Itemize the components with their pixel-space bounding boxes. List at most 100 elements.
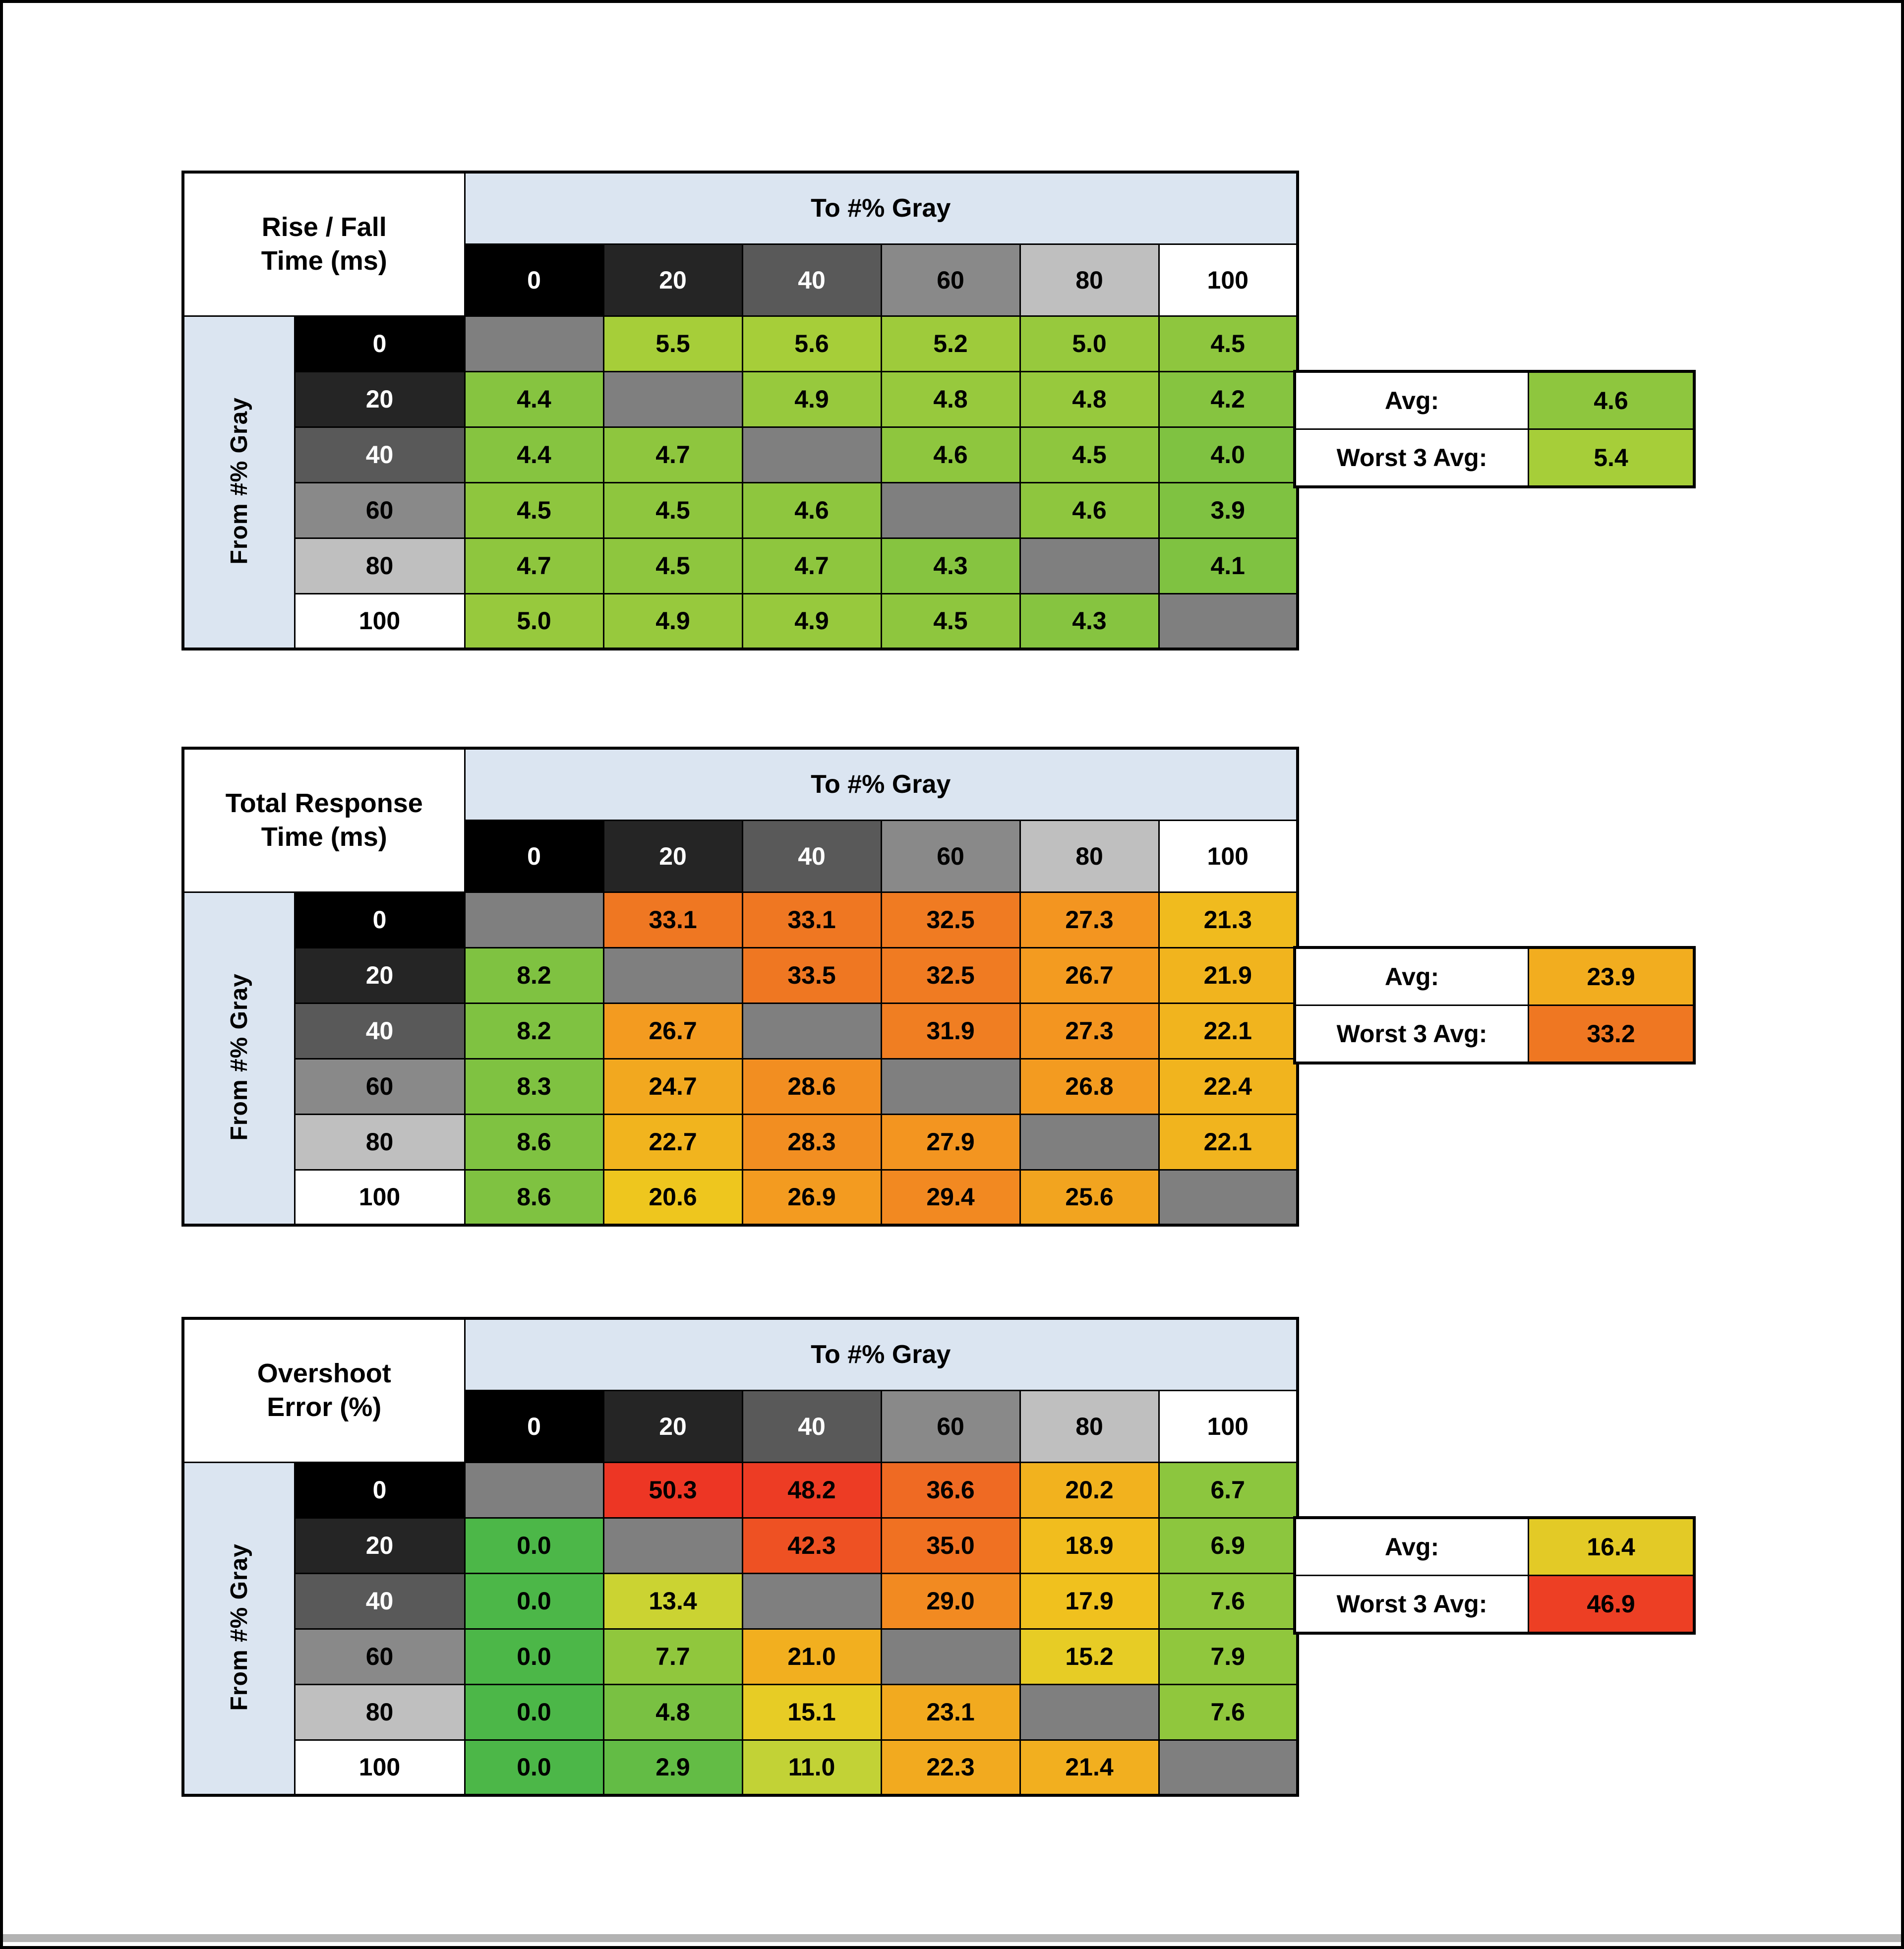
data-cell: 22.1 bbox=[1158, 1113, 1299, 1171]
row-header-swatch: 60 bbox=[294, 481, 466, 539]
worst3avg-value: 46.9 bbox=[1529, 1576, 1693, 1632]
data-cell: 0.0 bbox=[464, 1739, 604, 1796]
data-cell: 22.3 bbox=[880, 1739, 1021, 1796]
data-cell: 33.1 bbox=[602, 891, 743, 948]
data-cell: 21.3 bbox=[1158, 891, 1299, 948]
data-cell: 15.2 bbox=[1019, 1628, 1160, 1685]
row-header-swatch: 60 bbox=[294, 1628, 466, 1685]
data-cell: 26.8 bbox=[1019, 1058, 1160, 1115]
worst3avg-row: Worst 3 Avg: 33.2 bbox=[1296, 1004, 1693, 1062]
data-cell: 18.9 bbox=[1019, 1517, 1160, 1574]
column-header-swatch: 40 bbox=[741, 819, 882, 893]
data-cell: 36.6 bbox=[880, 1461, 1021, 1519]
data-cell: 4.8 bbox=[602, 1683, 743, 1741]
column-header-swatch: 20 bbox=[602, 1389, 743, 1463]
data-cell: 32.5 bbox=[880, 946, 1021, 1004]
diagonal-cell bbox=[1019, 1113, 1160, 1171]
data-cell: 4.5 bbox=[1158, 315, 1299, 372]
row-header-swatch: 20 bbox=[294, 1517, 466, 1574]
data-cell: 33.1 bbox=[741, 891, 882, 948]
worst3avg-value: 33.2 bbox=[1529, 1006, 1693, 1062]
diagonal-cell bbox=[880, 1058, 1021, 1115]
data-cell: 22.4 bbox=[1158, 1058, 1299, 1115]
data-cell: 7.6 bbox=[1158, 1572, 1299, 1630]
data-cell: 33.5 bbox=[741, 946, 882, 1004]
total-response-time-block: Total Response Time (ms) To #% Gray 0 20 40 60… bbox=[181, 747, 1696, 1227]
data-cell: 27.9 bbox=[880, 1113, 1021, 1171]
data-cell: 4.1 bbox=[1158, 537, 1299, 594]
data-cell: 27.3 bbox=[1019, 891, 1160, 948]
data-cell: 4.5 bbox=[602, 537, 743, 594]
data-cell: 2.9 bbox=[602, 1739, 743, 1796]
diagonal-cell bbox=[602, 370, 743, 428]
data-cell: 31.9 bbox=[880, 1002, 1021, 1060]
overshoot-error-table: Overshoot Error (%) To #% Gray 0 20 40 60 80 100… bbox=[181, 1317, 1299, 1797]
data-cell: 6.7 bbox=[1158, 1461, 1299, 1519]
diagonal-cell bbox=[602, 946, 743, 1004]
diagonal-cell bbox=[464, 1461, 604, 1519]
data-cell: 48.2 bbox=[741, 1461, 882, 1519]
data-cell: 8.6 bbox=[464, 1169, 604, 1226]
worst3avg-row: Worst 3 Avg: 5.4 bbox=[1296, 428, 1693, 485]
data-cell: 22.1 bbox=[1158, 1002, 1299, 1060]
data-cell: 26.9 bbox=[741, 1169, 882, 1226]
data-cell: 8.2 bbox=[464, 946, 604, 1004]
column-header-swatch: 0 bbox=[464, 819, 604, 893]
column-header-swatch: 20 bbox=[602, 243, 743, 317]
diagonal-cell bbox=[1158, 1739, 1299, 1796]
overshoot-error-table-title: Overshoot Error (%) bbox=[182, 1317, 466, 1463]
data-cell: 4.2 bbox=[1158, 370, 1299, 428]
avg-label: Avg: bbox=[1296, 1519, 1529, 1575]
avg-row: Avg: 23.9 bbox=[1296, 949, 1693, 1004]
diagonal-cell bbox=[464, 315, 604, 372]
data-cell: 5.0 bbox=[464, 592, 604, 650]
data-cell: 4.5 bbox=[880, 592, 1021, 650]
data-cell: 21.0 bbox=[741, 1628, 882, 1685]
data-cell: 5.2 bbox=[880, 315, 1021, 372]
column-header-swatch: 20 bbox=[602, 819, 743, 893]
column-header-swatch: 100 bbox=[1158, 819, 1299, 893]
from-gray-label: From #% Gray bbox=[182, 315, 296, 650]
column-header-swatch: 80 bbox=[1019, 819, 1160, 893]
row-header-swatch: 0 bbox=[294, 1461, 466, 1519]
data-cell: 26.7 bbox=[602, 1002, 743, 1060]
diagonal-cell bbox=[602, 1517, 743, 1574]
column-header-swatch: 60 bbox=[880, 819, 1021, 893]
data-cell: 4.6 bbox=[880, 426, 1021, 483]
row-header-swatch: 40 bbox=[294, 426, 466, 483]
to-gray-header: To #% Gray bbox=[464, 1317, 1299, 1391]
row-header-swatch: 20 bbox=[294, 946, 466, 1004]
data-cell: 50.3 bbox=[602, 1461, 743, 1519]
data-cell: 8.6 bbox=[464, 1113, 604, 1171]
data-cell: 28.3 bbox=[741, 1113, 882, 1171]
data-cell: 17.9 bbox=[1019, 1572, 1160, 1630]
data-cell: 7.6 bbox=[1158, 1683, 1299, 1741]
row-header-swatch: 80 bbox=[294, 1683, 466, 1741]
rise-fall-time-block: Rise / Fall Time (ms) To #% Gray 0 20 40 60 80 1… bbox=[181, 171, 1696, 650]
bottom-scroll-strip bbox=[3, 1934, 1901, 1942]
data-cell: 4.9 bbox=[741, 592, 882, 650]
worst3avg-label: Worst 3 Avg: bbox=[1296, 1006, 1529, 1062]
diagonal-cell bbox=[880, 481, 1021, 539]
to-gray-header: To #% Gray bbox=[464, 171, 1299, 245]
data-cell: 4.9 bbox=[741, 370, 882, 428]
rise-fall-time-table-title: Rise / Fall Time (ms) bbox=[182, 171, 466, 317]
data-cell: 15.1 bbox=[741, 1683, 882, 1741]
to-gray-header: To #% Gray bbox=[464, 747, 1299, 821]
worst3avg-label: Worst 3 Avg: bbox=[1296, 430, 1529, 485]
data-cell: 4.7 bbox=[602, 426, 743, 483]
avg-value: 23.9 bbox=[1529, 949, 1693, 1004]
data-cell: 20.2 bbox=[1019, 1461, 1160, 1519]
from-gray-label-text: From #% Gray bbox=[226, 397, 252, 565]
column-header-swatch: 100 bbox=[1158, 243, 1299, 317]
row-header-swatch: 100 bbox=[294, 1739, 466, 1796]
data-cell: 4.3 bbox=[880, 537, 1021, 594]
avg-label: Avg: bbox=[1296, 949, 1529, 1004]
data-cell: 4.6 bbox=[1019, 481, 1160, 539]
row-header-swatch: 40 bbox=[294, 1002, 466, 1060]
diagonal-cell bbox=[880, 1628, 1021, 1685]
diagonal-cell bbox=[741, 1572, 882, 1630]
data-cell: 4.6 bbox=[741, 481, 882, 539]
column-header-swatch: 40 bbox=[741, 1389, 882, 1463]
